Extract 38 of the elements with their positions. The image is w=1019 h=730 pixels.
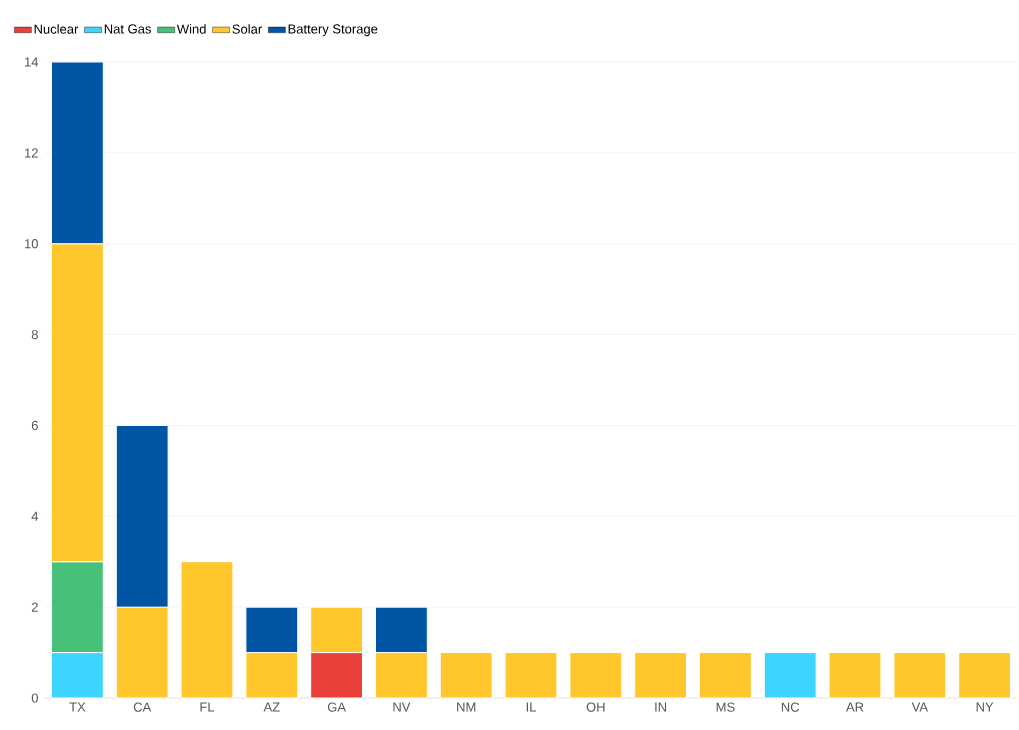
legend-label: Solar [232, 24, 262, 34]
bar [569, 652, 623, 699]
y-tick-label: 10 [24, 239, 38, 249]
x-tick-label: GA [327, 702, 346, 712]
y-tick-label: 8 [31, 329, 38, 340]
bar [180, 561, 234, 699]
x-tick-label: TX [69, 702, 86, 712]
x-tick-label: MS [716, 702, 735, 712]
bar [763, 652, 817, 699]
y-tick-label: 0 [31, 693, 38, 703]
y-tick-label: 12 [24, 148, 38, 158]
legend-label: Nat Gas [104, 24, 151, 34]
x-tick-label: NC [781, 702, 800, 712]
y-tick-label: 4 [31, 511, 39, 521]
x-tick-label: IL [526, 702, 536, 712]
legend-label: Wind [176, 24, 206, 34]
bar [439, 652, 493, 699]
x-tick-label: NY [976, 702, 994, 712]
x-tick-label: NM [457, 702, 476, 712]
x-tick-label: NV [393, 702, 411, 712]
bar [828, 652, 882, 699]
x-tick-label: CA [133, 702, 152, 712]
x-tick-label: OH [586, 702, 605, 712]
x-tick-label: IN [655, 702, 667, 712]
bar [698, 652, 752, 699]
legend-label: Nuclear [34, 24, 79, 34]
y-tick-label: 6 [31, 420, 38, 431]
bar [634, 652, 688, 699]
bar [958, 652, 1012, 699]
y-tick-label: 14 [24, 57, 39, 67]
x-tick-label: AR [846, 702, 864, 712]
x-tick-label: FL [200, 702, 215, 712]
x-tick-label: VA [911, 702, 928, 712]
bar [504, 652, 558, 699]
bar [893, 652, 947, 699]
legend-label: Battery Storage [288, 24, 378, 37]
x-tick-label: AZ [263, 702, 280, 712]
y-tick-label: 2 [31, 602, 38, 612]
